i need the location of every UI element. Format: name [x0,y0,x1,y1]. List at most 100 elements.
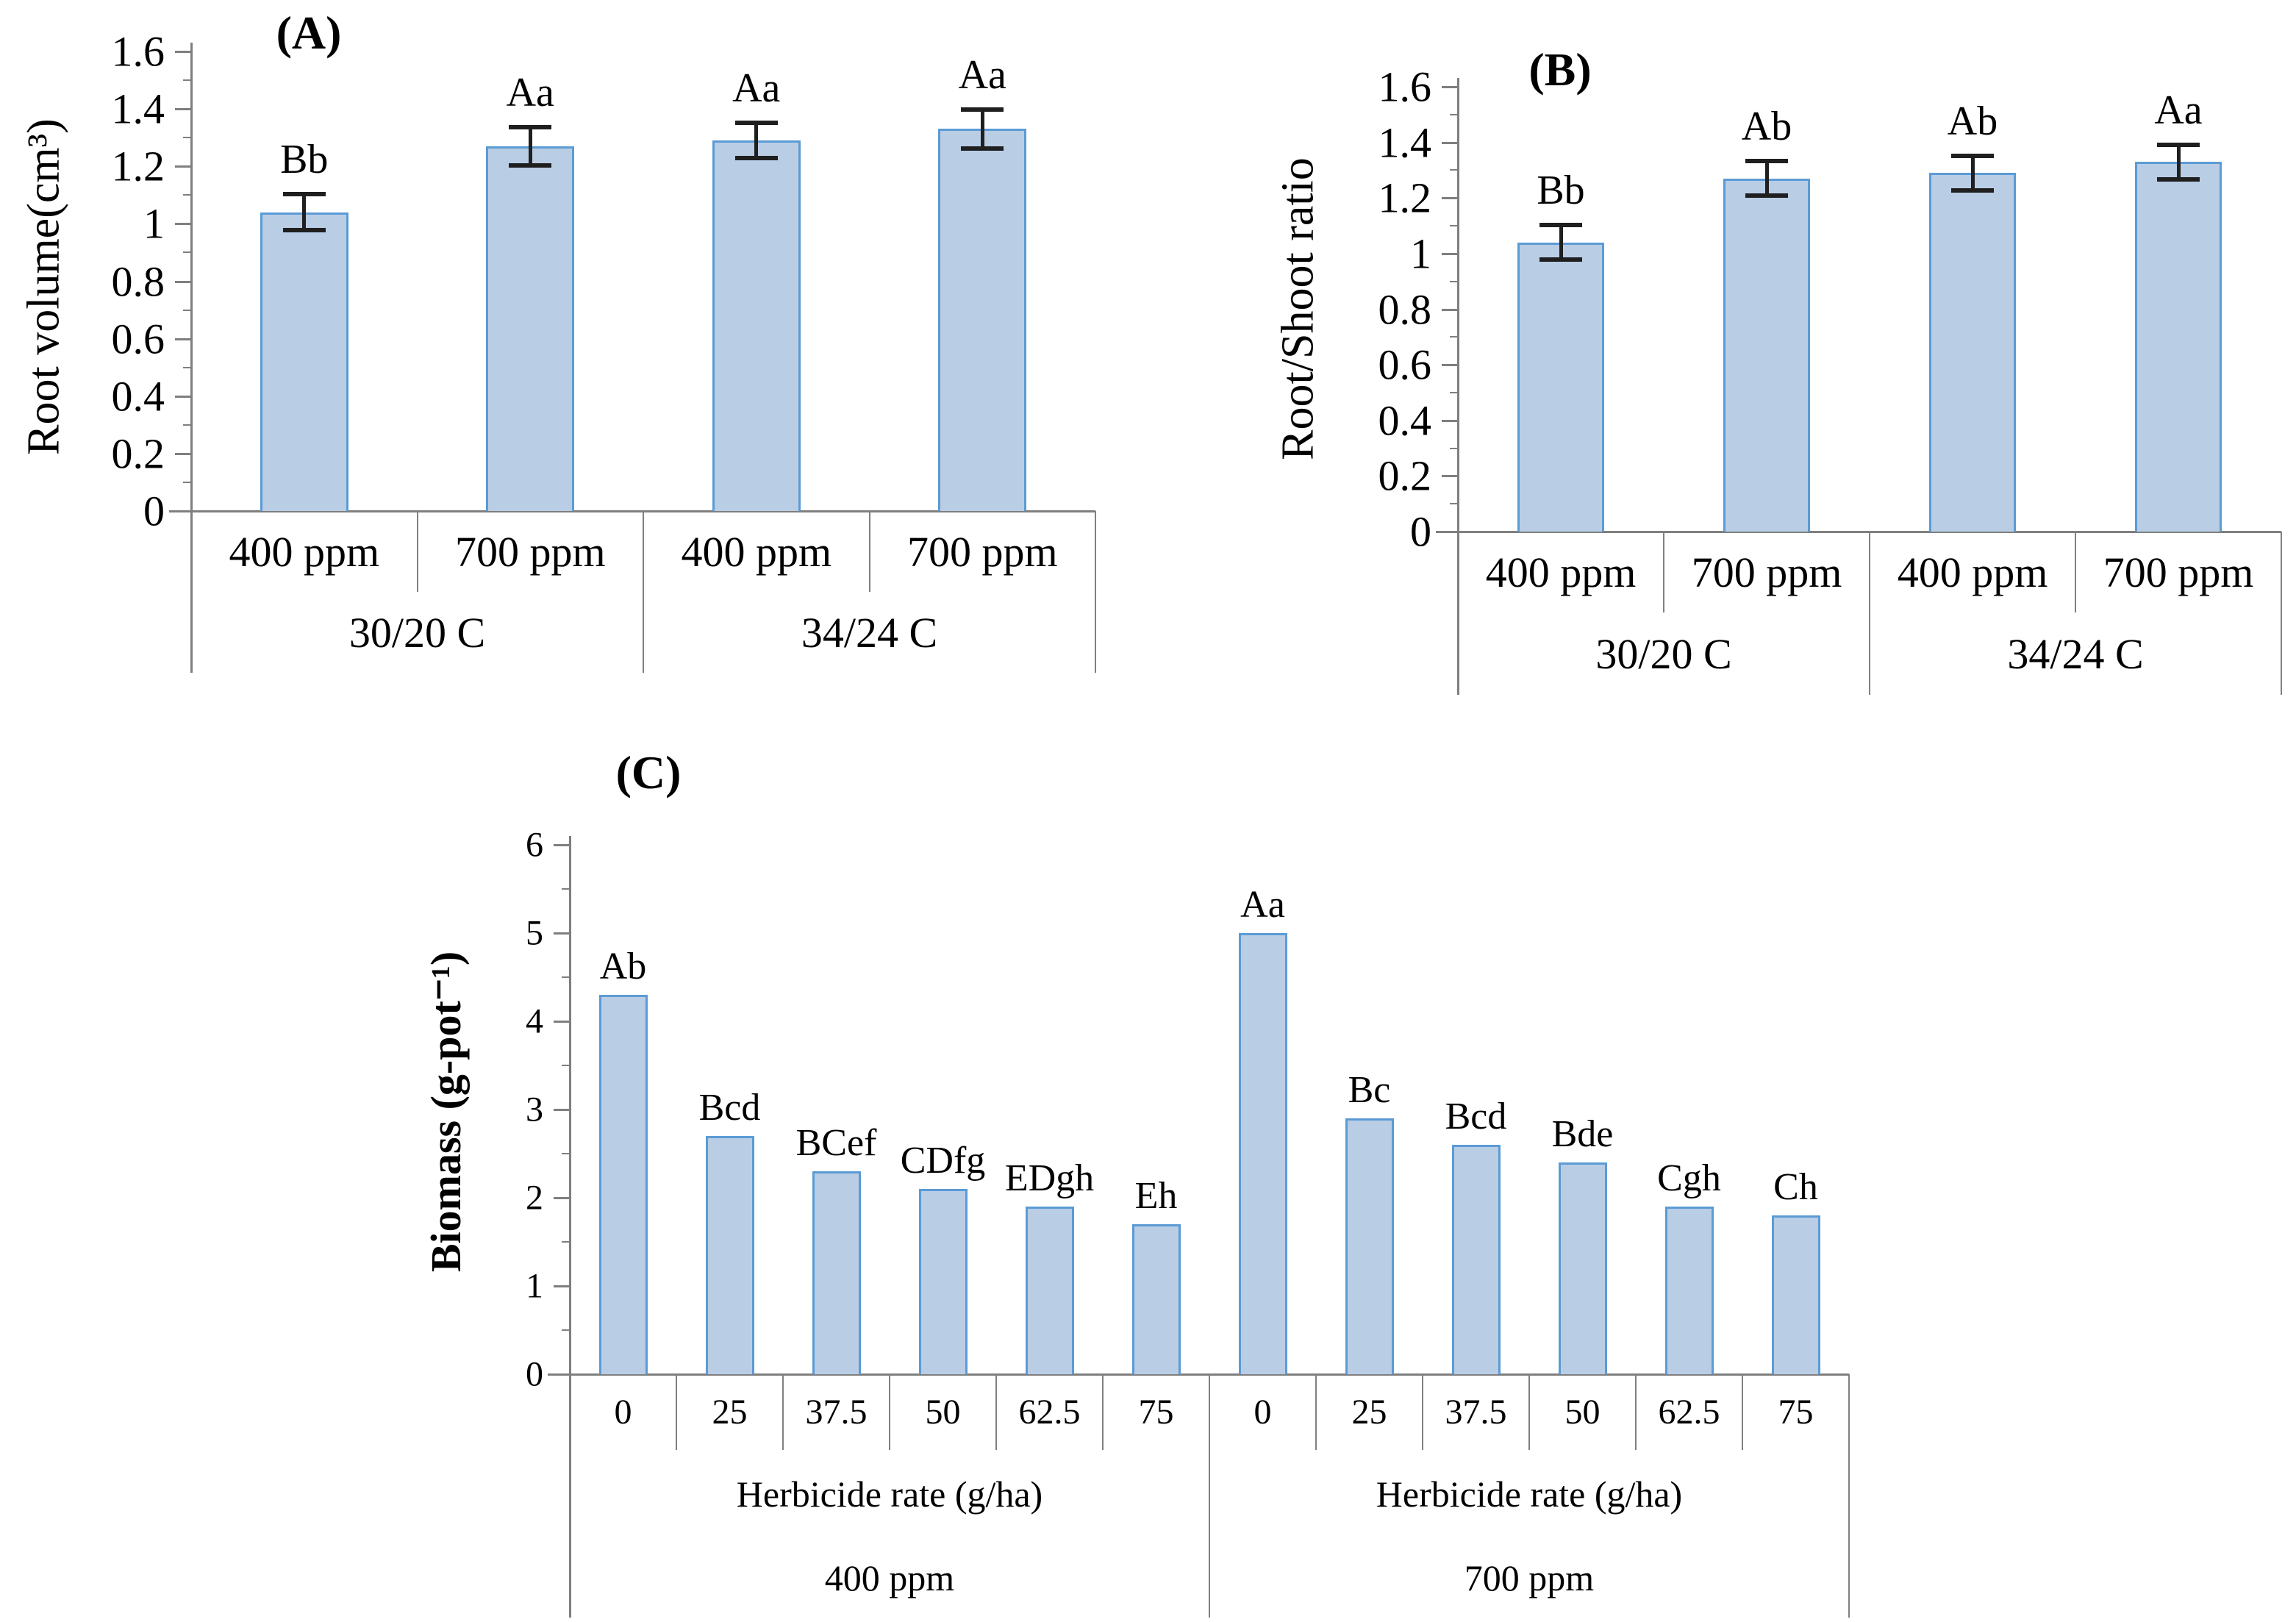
panel-c-bar-letter-label: Ab [599,946,647,987]
panel-a-y-tick [175,395,191,398]
panel-a-error-bar-stem [754,121,759,160]
panel-c-bar [598,995,648,1374]
panel-a-y-tick-label: 0 [143,487,165,535]
panel-a-category-divider [416,511,418,592]
panel-a-y-tick [175,223,191,226]
panel-b-category-label: 400 ppm [1485,548,1637,596]
panel-b-y-tick [1442,86,1458,88]
panel-a-category-label: 400 ppm [229,527,380,576]
panel-c-bar-letter-label: BCef [795,1122,877,1164]
panel-b-y-tick [1442,419,1458,422]
panel-a-error-bar-cap-bottom [282,228,326,233]
panel-a-bar-letter-label: Aa [506,69,554,115]
panel-c-bar-letter-label: EDgh [1004,1157,1095,1199]
panel-b-bar [2135,162,2222,532]
panel-b-category-label: 700 ppm [2103,548,2254,596]
panel-a-title: (A) [276,7,342,59]
panel-b-x-axis-line [1436,531,2281,533]
panel-c-category-divider [1742,1374,1743,1450]
panel-a-y-minor-tick [183,481,191,483]
panel-c-y-tick-label: 6 [526,825,543,865]
panel-a-group-label: 34/24 C [801,608,938,657]
panel-b-category-label: 700 ppm [1691,548,1842,596]
panel-a-group-label: 30/20 C [348,608,486,657]
panel-c-category-divider [1422,1374,1423,1450]
panel-a-error-bar-stem [528,126,532,167]
panel-c-category-label: 0 [614,1393,632,1432]
panel-b-category-label: 400 ppm [1897,548,2048,596]
panel-b-y-tick [1442,197,1458,200]
panel-b-bar [1723,178,1810,532]
panel-c-bar-letter-label: Bcd [1445,1096,1507,1137]
panel-b-bar [1517,242,1604,532]
panel-b-y-minor-tick [1450,280,1458,282]
panel-b-y-tick-label: 0.2 [1378,451,1432,500]
panel-a-y-minor-tick [183,79,191,82]
panel-b-y-minor-tick [1450,225,1458,227]
panel-c-category-divider [1528,1374,1530,1450]
panel-a-y-minor-tick [183,194,191,196]
panel-b-y-tick-label: 1.4 [1378,118,1432,167]
panel-c-y-minor-tick [562,888,570,890]
panel-c-category-label: 62.5 [1018,1393,1081,1432]
panel-c-y-tick-label: 0 [526,1354,543,1394]
panel-c-category-label: 25 [712,1393,748,1432]
panel-a-y-tick [175,108,191,111]
panel-a-error-bar-cap-top [282,192,326,197]
panel-b-error-bar-stem [2176,143,2181,180]
panel-b-error-bar-stem [1970,154,1975,191]
panel-c-y-tick [554,1373,570,1376]
panel-a-y-minor-tick [183,251,191,254]
panel-b-group-label: 30/20 C [1595,629,1732,678]
panel-b-y-axis-line [1457,78,1459,695]
panel-c-bar-letter-label: Bc [1348,1069,1391,1111]
panel-c-x-axis-line [548,1373,1849,1376]
panel-b-error-bar-cap-bottom [1745,193,1788,199]
panel-a-y-tick [175,452,191,455]
panel-b-table-right-border [2281,532,2282,695]
panel-a-y-minor-tick [183,424,191,426]
panel-b-y-tick-label: 1.6 [1378,62,1432,111]
panel-a-bar [938,129,1027,511]
panel-c-table-right-border [1848,1374,1850,1618]
panel-c-bar [812,1171,861,1374]
panel-a-y-tick-label: 1 [143,199,165,248]
panel-a-bar [486,146,575,511]
panel-c-bar [1451,1145,1501,1374]
panel-c-category-divider [1635,1374,1637,1450]
panel-c-bar-letter-label: Bcd [698,1087,761,1129]
panel-c-y-tick [554,1197,570,1199]
panel-c-bar [1345,1118,1394,1374]
panel-a-bar-letter-label: Aa [958,52,1006,99]
panel-c-y-minor-tick [562,1241,570,1243]
panel-a-y-tick-label: 1.4 [111,85,165,133]
panel-c-category-divider [889,1374,890,1450]
panel-c-category-label: 37.5 [805,1393,868,1432]
panel-b-y-tick [1442,531,1458,533]
panel-a-error-bar-cap-top [961,107,1004,112]
panel-a-error-bar-cap-bottom [509,163,552,168]
panel-b-y-tick-label: 0.8 [1378,285,1432,333]
panel-c-category-label: 37.5 [1445,1393,1507,1432]
panel-c-group-divider [1209,1374,1210,1618]
panel-a-bar-letter-label: Aa [732,65,781,111]
panel-c-category-divider [782,1374,784,1450]
panel-b-y-tick-label: 0 [1410,507,1431,556]
panel-b-bar-letter-label: Bb [1537,168,1585,214]
panel-c-y-tick [554,1021,570,1023]
panel-b-error-bar-cap-top [1745,159,1788,164]
panel-a-category-label: 700 ppm [454,527,606,576]
panel-a-y-tick [175,510,191,512]
panel-c-y-tick-label: 3 [526,1090,543,1129]
panel-a-y-tick-label: 0.4 [111,372,165,421]
panel-a-y-tick-label: 0.2 [111,429,165,478]
panel-b-error-bar-cap-bottom [1539,257,1582,262]
panel-c-y-minor-tick [562,1329,570,1331]
panel-b-bar-letter-label: Aa [2154,87,2203,133]
panel-c-herbicide-rate-label: Herbicide rate (g/ha) [736,1473,1043,1515]
panel-c-herbicide-rate-label: Herbicide rate (g/ha) [1376,1473,1683,1515]
panel-a-category-label: 700 ppm [906,527,1058,576]
panel-b-title: (B) [1528,43,1592,96]
panel-c-category-divider [1102,1374,1104,1450]
